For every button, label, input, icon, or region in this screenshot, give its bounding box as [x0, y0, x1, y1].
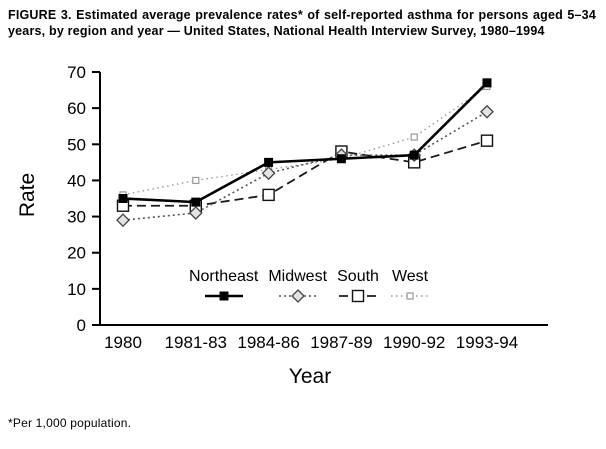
- x-axis-title: Year: [288, 365, 332, 388]
- marker-diamond: [116, 213, 130, 228]
- legend-label-south: South: [337, 268, 379, 285]
- y-tick-label: 0: [77, 316, 86, 335]
- legend-marker-west-icon: [391, 292, 430, 300]
- legend-item-midwest: Midwest: [268, 268, 327, 303]
- legend-marker-south-icon: [339, 289, 378, 303]
- marker-diamond: [261, 166, 276, 181]
- y-tick-label: 10: [67, 280, 86, 299]
- legend-item-west: West: [389, 268, 431, 303]
- legend-item-south: South: [337, 268, 379, 303]
- marker-filled-square: [336, 154, 346, 164]
- marker-diamond: [480, 104, 494, 119]
- legend-label-northeast: Northeast: [188, 268, 259, 285]
- legend-marker-midwest-icon: [278, 289, 317, 303]
- y-tick-label: 60: [67, 99, 86, 118]
- legend-item-northeast: Northeast: [189, 268, 258, 303]
- marker-small-square: [410, 133, 418, 141]
- marker-filled-square: [482, 78, 492, 88]
- series-line-northeast: [122, 81, 488, 204]
- marker-filled-square: [264, 157, 274, 167]
- y-tick-label: 20: [67, 244, 86, 263]
- chart-legend: Northeast Midwest South West: [90, 268, 530, 303]
- x-tick-label: 1981-83: [165, 333, 227, 352]
- x-tick-label: 1980: [104, 333, 142, 352]
- y-tick-label: 70: [67, 63, 86, 82]
- legend-label-midwest: Midwest: [268, 268, 328, 285]
- figure-footnote: *Per 1,000 population.: [8, 416, 132, 430]
- marker-open-square: [480, 134, 494, 147]
- marker-filled-square: [409, 150, 419, 160]
- x-tick-label: 1990-92: [383, 333, 445, 352]
- x-tick-label: 1993-94: [456, 333, 518, 352]
- x-tick-label: 1984-86: [237, 333, 299, 352]
- marker-filled-square: [118, 194, 128, 203]
- series-line-south: [123, 139, 488, 207]
- legend-label-west: West: [391, 268, 429, 285]
- x-tick-label: 1987-89: [310, 333, 372, 352]
- line-chart: 0 10 20 30 40 50 60 70 1980 1981-83 1984-86 1987-89…: [67, 63, 548, 352]
- marker-diamond: [188, 206, 203, 220]
- series-line-midwest: [122, 111, 488, 221]
- series-line-west: [122, 85, 488, 196]
- marker-filled-square: [191, 197, 201, 207]
- marker-small-square: [192, 176, 200, 185]
- y-tick-label: 50: [67, 135, 86, 154]
- marker-open-square: [262, 188, 275, 202]
- figure-title: FIGURE 3. Estimated average prevalence r…: [8, 8, 596, 38]
- y-tick-label: 30: [67, 208, 86, 227]
- legend-marker-northeast-icon: [204, 291, 243, 301]
- y-tick-label: 40: [67, 171, 86, 190]
